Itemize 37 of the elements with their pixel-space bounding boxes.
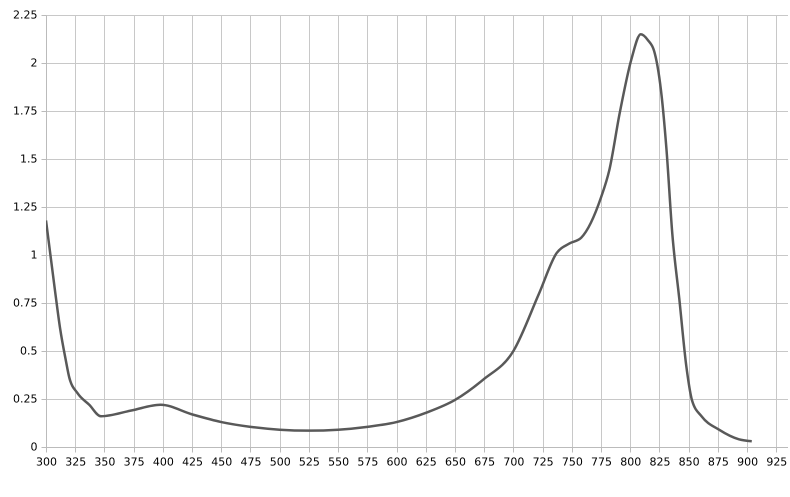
x-tick-label: 325 [65, 456, 86, 468]
y-tick-label: 2 [30, 56, 38, 70]
x-tick-label: 675 [474, 456, 496, 468]
x-tick-label: 300 [36, 456, 57, 468]
y-tick-label: 1.75 [13, 104, 38, 118]
line-series [46, 32, 754, 442]
x-tick-label: 900 [737, 456, 758, 468]
x-tick-label: 925 [766, 456, 788, 468]
y-tick-label: 0.75 [13, 296, 38, 310]
y-tick-label: 0.5 [20, 344, 38, 358]
x-tick-label: 525 [298, 456, 320, 468]
x-tick-label: 600 [386, 456, 408, 468]
x-tick-label: 500 [270, 456, 291, 468]
x-tick-label: 425 [182, 456, 204, 468]
x-tick-label: 725 [532, 456, 554, 468]
y-tick-label: 0 [30, 440, 38, 454]
x-tick-label: 350 [94, 456, 116, 468]
x-tick-label: 800 [620, 456, 642, 468]
x-tick-label: 650 [444, 456, 466, 468]
x-tick-label: 875 [708, 456, 729, 468]
x-tick-label: 750 [562, 456, 583, 468]
x-tick-label: 700 [503, 456, 524, 468]
y-tick-label: 0.25 [13, 392, 38, 406]
x-tick-label: 625 [416, 456, 437, 468]
y-tick-label: 2.25 [13, 8, 38, 22]
y-tick-label: 1 [30, 248, 38, 262]
x-tick-label: 475 [240, 456, 262, 468]
x-tick-label: 825 [649, 456, 670, 468]
x-tick-label: 775 [591, 456, 612, 468]
y-tick-label: 1.25 [13, 200, 38, 214]
x-tick-label: 450 [211, 456, 232, 468]
x-tick-label: 400 [152, 456, 174, 468]
x-tick-label: 850 [678, 456, 700, 468]
x-tick-label: 550 [328, 456, 350, 468]
y-tick-label: 1.5 [20, 152, 38, 166]
x-tick-label: 375 [124, 456, 145, 468]
x-tick-label: 575 [357, 456, 378, 468]
